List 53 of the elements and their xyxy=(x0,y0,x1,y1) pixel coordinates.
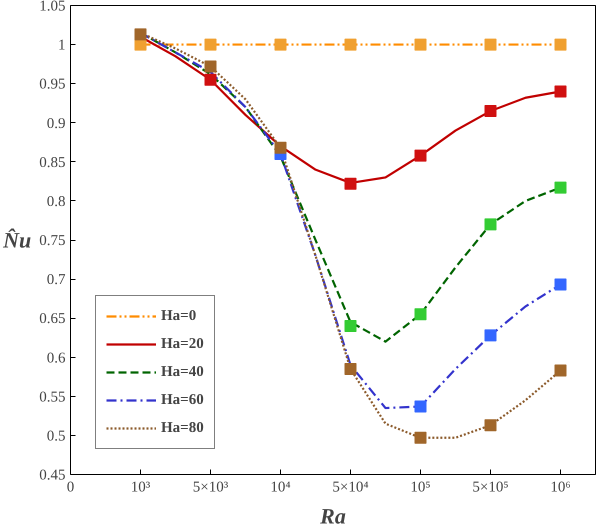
x-tick-label: 10⁶ xyxy=(550,480,571,496)
y-tick-label: 0.55 xyxy=(39,389,66,406)
y-tick-label: 0.45 xyxy=(39,468,66,484)
point xyxy=(554,85,566,98)
point xyxy=(274,142,286,154)
y-tick-label: 0.7 xyxy=(46,272,66,288)
legend-label: Ha=0 xyxy=(161,308,196,324)
y-tick-label: 0.6 xyxy=(46,350,66,366)
y-axis-title: N̂u xyxy=(2,228,32,252)
y-tick-label: 0.85 xyxy=(39,154,66,171)
x-tick-label: 10³ xyxy=(130,480,151,496)
x-axis-title: Ra xyxy=(319,504,346,528)
point xyxy=(344,38,356,51)
y-tick-label: 1 xyxy=(58,38,66,54)
point xyxy=(344,362,356,375)
point xyxy=(204,60,216,72)
y-tick-label: 0.8 xyxy=(46,194,66,210)
legend-label: Ha=60 xyxy=(161,392,204,408)
x-tick-label: 5×10³ xyxy=(192,480,229,496)
point xyxy=(484,105,496,118)
y-tick-label: 1.05 xyxy=(39,0,66,14)
x-tick-label: 10⁵ xyxy=(410,480,431,496)
point xyxy=(414,432,426,444)
x-tick-label: 5×10⁵ xyxy=(472,480,509,496)
x-tick-label: 5×10⁴ xyxy=(332,480,369,496)
point xyxy=(414,308,426,320)
legend-label: Ha=40 xyxy=(161,364,204,380)
y-tick-label: 0.65 xyxy=(39,311,66,328)
point xyxy=(204,74,216,86)
x-tick-label: 10⁴ xyxy=(270,480,291,496)
y-tick-label: 0.75 xyxy=(39,233,66,249)
point xyxy=(554,364,566,377)
point xyxy=(274,38,286,51)
point xyxy=(204,38,216,51)
y-tick-label: 0.5 xyxy=(46,428,66,444)
legend-label: Ha=20 xyxy=(161,336,204,352)
point xyxy=(484,329,496,342)
point xyxy=(484,218,496,230)
x-tick-label: 0 xyxy=(66,480,74,496)
point xyxy=(554,182,566,194)
point xyxy=(414,400,426,412)
legend-label: Ha=80 xyxy=(161,420,204,436)
point xyxy=(484,38,496,51)
point xyxy=(344,320,356,332)
point xyxy=(134,28,146,40)
point xyxy=(484,419,496,432)
point xyxy=(414,38,426,51)
point xyxy=(344,178,356,190)
y-tick-label: 0.95 xyxy=(39,76,66,93)
point xyxy=(554,278,566,291)
y-tick-label: 0.9 xyxy=(46,116,66,132)
point xyxy=(414,150,426,162)
point xyxy=(554,38,566,51)
